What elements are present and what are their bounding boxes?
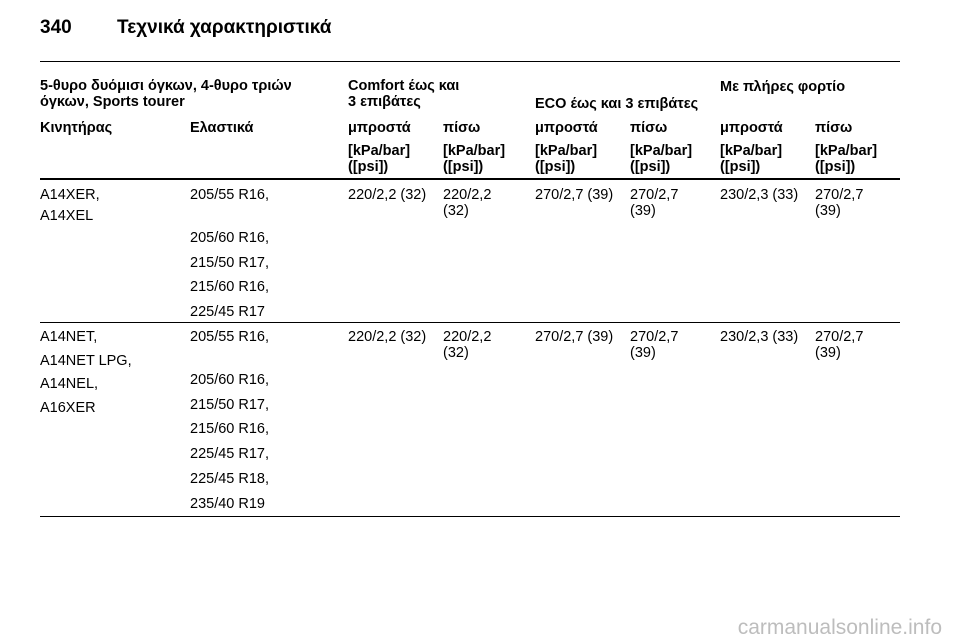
unit-header: [kPa/bar] (815, 143, 878, 159)
pressure: 230/2,3 (33) (720, 329, 799, 345)
engine: A14XER, (40, 187, 100, 203)
tyre-size: 205/55 R16, (190, 187, 270, 203)
tyre-size: 205/55 R16, (190, 329, 270, 345)
pressure: 270/2,7 (39) (535, 187, 614, 203)
unit-header: [kPa/bar] (348, 143, 411, 159)
pressure: 220/2,2 (32) (348, 329, 427, 345)
unit-header: ([psi]) (443, 159, 484, 175)
page-number: 340 (40, 17, 72, 38)
tyre-size: 225/45 R18, (190, 470, 270, 487)
pressure: 270/2,7 (815, 187, 864, 203)
tyre-size: 215/60 R16, (190, 421, 270, 438)
column-header: πίσω (630, 120, 668, 136)
pressure: (39) (815, 345, 841, 361)
column-header: Κινητήρας (40, 120, 113, 136)
pressure: 270/2,7 (815, 329, 864, 345)
tyre-size: 235/40 R19 (190, 495, 265, 512)
unit-header: ([psi]) (815, 159, 856, 175)
unit-header: [kPa/bar] (630, 143, 693, 159)
page-title: Τεχνικά χαρακτηριστικά (117, 17, 332, 38)
watermark: carmanualsonline.info (737, 616, 942, 639)
unit-header: [kPa/bar] (535, 143, 598, 159)
tyre-size: 215/50 R17, (190, 396, 270, 413)
engine: A14NEL, (40, 376, 99, 393)
column-header: πίσω (815, 120, 853, 136)
tyre-size: 215/60 R16, (190, 279, 270, 296)
engine: A14NET LPG, (40, 352, 132, 369)
unit-header: ([psi]) (720, 159, 761, 175)
pressure: (39) (815, 203, 841, 219)
pressure: (39) (630, 203, 656, 219)
pressure: 270/2,7 (630, 187, 679, 203)
unit-header: ([psi]) (348, 159, 389, 175)
pressure: (39) (630, 345, 656, 361)
column-header: μπροστά (348, 120, 411, 136)
group-header: Με πλήρες φορτίο (720, 79, 846, 95)
unit-header: [kPa/bar] (720, 143, 783, 159)
table-bottom-rule (40, 516, 900, 517)
pressure: (32) (443, 203, 469, 219)
pressure: 220/2,2 (443, 329, 492, 345)
pressure: 270/2,7 (39) (535, 329, 614, 345)
engine: A14NET, (40, 329, 98, 345)
unit-header: [kPa/bar] (443, 143, 506, 159)
column-header: μπροστά (720, 120, 783, 136)
pressure: 220/2,2 (443, 187, 492, 203)
unit-header: ([psi]) (535, 159, 576, 175)
group-header: όγκων, Sports tourer (40, 94, 185, 110)
group-header: 5-θυρο δυόμισι όγκων, 4-θυρο τριών (40, 78, 292, 94)
table-head-rule (40, 178, 900, 180)
column-header: πίσω (443, 120, 481, 136)
column-header: μπροστά (535, 120, 598, 136)
group-header: Comfort έως και (348, 78, 460, 94)
tyre-size: 205/60 R16, (190, 230, 270, 246)
tyre-size: 205/60 R16, (190, 372, 270, 388)
pressure: 220/2,2 (32) (348, 187, 427, 203)
tyre-size: 225/45 R17, (190, 446, 270, 463)
group-header: ECO έως και 3 επιβάτες (535, 96, 699, 112)
unit-header: ([psi]) (630, 159, 671, 175)
pressure: 230/2,3 (33) (720, 187, 799, 203)
header-rule (40, 61, 900, 62)
row-rule (40, 322, 900, 323)
tyre-size: 225/45 R17 (190, 304, 265, 321)
engine: A16XER (40, 399, 96, 416)
pressure: (32) (443, 345, 469, 361)
engine: A14XEL (40, 208, 94, 224)
pressure: 270/2,7 (630, 329, 679, 345)
tyre-size: 215/50 R17, (190, 254, 270, 271)
column-header: Ελαστικά (190, 120, 254, 136)
group-header: 3 επιβάτες (348, 94, 421, 110)
